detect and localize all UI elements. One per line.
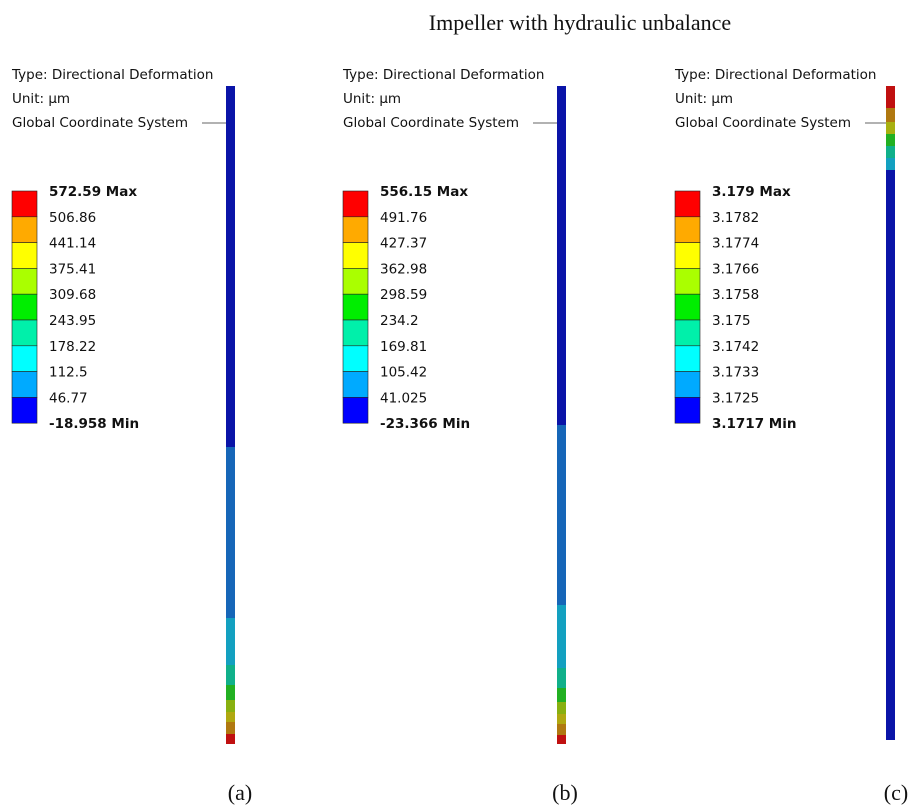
legend-label: 112.5 xyxy=(49,365,88,381)
shaft-segment xyxy=(886,158,895,170)
legend-label: 3.1766 xyxy=(712,261,759,277)
coordinate-label: Global Coordinate System xyxy=(343,115,519,131)
shaft-segment xyxy=(886,134,895,146)
shaft-segment xyxy=(226,86,235,447)
shaft-segment xyxy=(226,665,235,685)
legend-swatch xyxy=(12,320,37,346)
unit-label: Unit: µm xyxy=(12,91,70,107)
legend-swatch xyxy=(675,217,700,243)
legend-swatch xyxy=(675,294,700,320)
legend-label: 169.81 xyxy=(380,339,427,355)
shaft-segment xyxy=(226,722,235,734)
shaft-segment xyxy=(886,108,895,122)
legend-label: 3.1758 xyxy=(712,287,759,303)
shaft-segment xyxy=(226,734,235,744)
legend-swatch xyxy=(12,294,37,320)
legend-swatch xyxy=(12,191,37,217)
legend-swatch xyxy=(675,397,700,423)
legend-swatch xyxy=(343,397,368,423)
legend-label: 375.41 xyxy=(49,261,96,277)
legend-label: 506.86 xyxy=(49,210,96,226)
legend-label: 441.14 xyxy=(49,236,96,252)
legend-swatch xyxy=(675,372,700,398)
shaft-segment xyxy=(226,685,235,700)
legend-swatch xyxy=(675,243,700,269)
coordinate-label: Global Coordinate System xyxy=(12,115,188,131)
shaft-segment xyxy=(886,170,895,740)
shaft-segment xyxy=(886,86,895,108)
legend-label: 234.2 xyxy=(380,313,419,329)
legend-label: 3.1717 Min xyxy=(712,416,796,432)
shaft-segment xyxy=(557,735,566,744)
legend-label: 556.15 Max xyxy=(380,184,468,200)
legend-swatch xyxy=(675,320,700,346)
figure: Impeller with hydraulic unbalance Type: … xyxy=(0,0,918,808)
legend-swatch xyxy=(12,397,37,423)
legend-swatch xyxy=(343,268,368,294)
legend-swatch xyxy=(675,346,700,372)
legend-label: 3.175 xyxy=(712,313,751,329)
legend-swatch xyxy=(343,372,368,398)
legend-label: 243.95 xyxy=(49,313,96,329)
panel-caption: (a) xyxy=(228,780,252,805)
legend-label: 3.1733 xyxy=(712,365,759,381)
legend-swatch xyxy=(12,268,37,294)
legend-swatch xyxy=(12,346,37,372)
legend-label: 491.76 xyxy=(380,210,427,226)
shaft-segment xyxy=(557,425,566,605)
legend-label: 46.77 xyxy=(49,390,88,406)
shaft-segment xyxy=(226,618,235,665)
type-label: Type: Directional Deformation xyxy=(342,67,544,83)
shaft-segment xyxy=(226,447,235,618)
legend-label: 362.98 xyxy=(380,261,427,277)
legend-swatch xyxy=(343,243,368,269)
legend-label: -18.958 Min xyxy=(49,416,139,432)
legend-label: 427.37 xyxy=(380,236,427,252)
coordinate-label: Global Coordinate System xyxy=(675,115,851,131)
shaft-segment xyxy=(886,122,895,134)
legend-swatch xyxy=(12,372,37,398)
shaft-segment xyxy=(557,86,566,425)
panel-caption: (b) xyxy=(552,780,578,805)
type-label: Type: Directional Deformation xyxy=(11,67,213,83)
legend-label: 105.42 xyxy=(380,365,427,381)
shaft-segment xyxy=(226,712,235,722)
legend-swatch xyxy=(12,243,37,269)
unit-label: Unit: µm xyxy=(343,91,401,107)
legend-swatch xyxy=(343,217,368,243)
shaft-segment xyxy=(226,700,235,712)
unit-label: Unit: µm xyxy=(675,91,733,107)
shaft-segment xyxy=(557,702,566,714)
type-label: Type: Directional Deformation xyxy=(674,67,876,83)
legend-swatch xyxy=(343,294,368,320)
shaft-segment xyxy=(557,605,566,668)
legend-label: 3.179 Max xyxy=(712,184,791,200)
shaft-segment xyxy=(557,724,566,735)
shaft-segment xyxy=(557,688,566,702)
legend-label: 3.1742 xyxy=(712,339,759,355)
legend-swatch xyxy=(12,217,37,243)
figure-title: Impeller with hydraulic unbalance xyxy=(429,10,731,35)
legend-label: 309.68 xyxy=(49,287,96,303)
legend-label: -23.366 Min xyxy=(380,416,470,432)
legend-label: 178.22 xyxy=(49,339,96,355)
legend-swatch xyxy=(343,346,368,372)
legend-label: 572.59 Max xyxy=(49,184,137,200)
shaft-segment xyxy=(557,668,566,688)
panel-caption: (c) xyxy=(884,780,908,805)
legend-label: 298.59 xyxy=(380,287,427,303)
legend-swatch xyxy=(343,191,368,217)
legend-label: 3.1725 xyxy=(712,390,759,406)
legend-label: 41.025 xyxy=(380,390,427,406)
legend-swatch xyxy=(675,191,700,217)
legend-swatch xyxy=(343,320,368,346)
legend-swatch xyxy=(675,268,700,294)
legend-label: 3.1782 xyxy=(712,210,759,226)
shaft-segment xyxy=(557,714,566,724)
legend-label: 3.1774 xyxy=(712,236,759,252)
shaft-segment xyxy=(886,146,895,158)
